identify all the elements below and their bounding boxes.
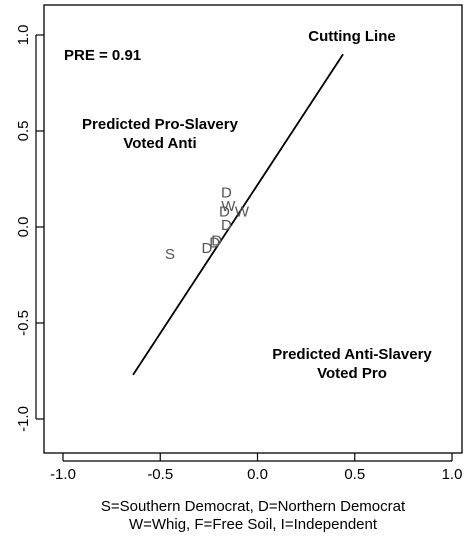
anti-slavery-label-line1: Predicted Anti-Slavery xyxy=(272,346,432,363)
x-tick-label: 1.0 xyxy=(442,466,463,483)
legislator-point: D xyxy=(202,240,213,257)
anti-slavery-label-line2: Voted Pro xyxy=(317,365,387,382)
x-tick-label: -0.5 xyxy=(147,466,173,483)
x-tick-label: -1.0 xyxy=(50,466,76,483)
plot-frame xyxy=(43,4,463,454)
x-axis-caption-line2: W=Whig, F=Free Soil, I=Independent xyxy=(129,516,378,533)
y-axis: -1.0 -0.5 0.0 0.5 1.0 xyxy=(15,25,44,432)
y-tick-label: 0.5 xyxy=(15,121,32,142)
legislator-point: D xyxy=(211,232,222,249)
pro-slavery-label-line2: Voted Anti xyxy=(123,135,196,152)
x-tick-label: 0.5 xyxy=(344,466,365,483)
cutting-line-layer xyxy=(132,53,344,376)
y-tick-label: -0.5 xyxy=(15,310,32,336)
legislator-point: D xyxy=(209,234,220,251)
legislator-point: W xyxy=(221,198,236,215)
legislator-point: D xyxy=(219,204,230,221)
x-axis-caption-line1: S=Southern Democrat, D=Northern Democrat xyxy=(101,498,406,515)
cutting-line xyxy=(132,53,344,376)
legislator-point: S xyxy=(165,246,175,263)
legislator-point: D xyxy=(221,184,232,201)
y-tick-label: 1.0 xyxy=(15,25,32,46)
pre-annotation: PRE = 0.91 xyxy=(64,47,141,64)
cutting-line-label: Cutting Line xyxy=(308,28,395,45)
x-axis: -1.0 -0.5 0.0 0.5 1.0 xyxy=(50,453,462,483)
legislator-point: W xyxy=(235,204,250,221)
pro-slavery-label-line1: Predicted Pro-Slavery xyxy=(82,116,239,133)
legislator-point: D xyxy=(221,217,232,234)
y-tick-label: 0.0 xyxy=(15,217,32,238)
x-tick-label: 0.0 xyxy=(247,466,268,483)
y-tick-label: -1.0 xyxy=(15,406,32,432)
